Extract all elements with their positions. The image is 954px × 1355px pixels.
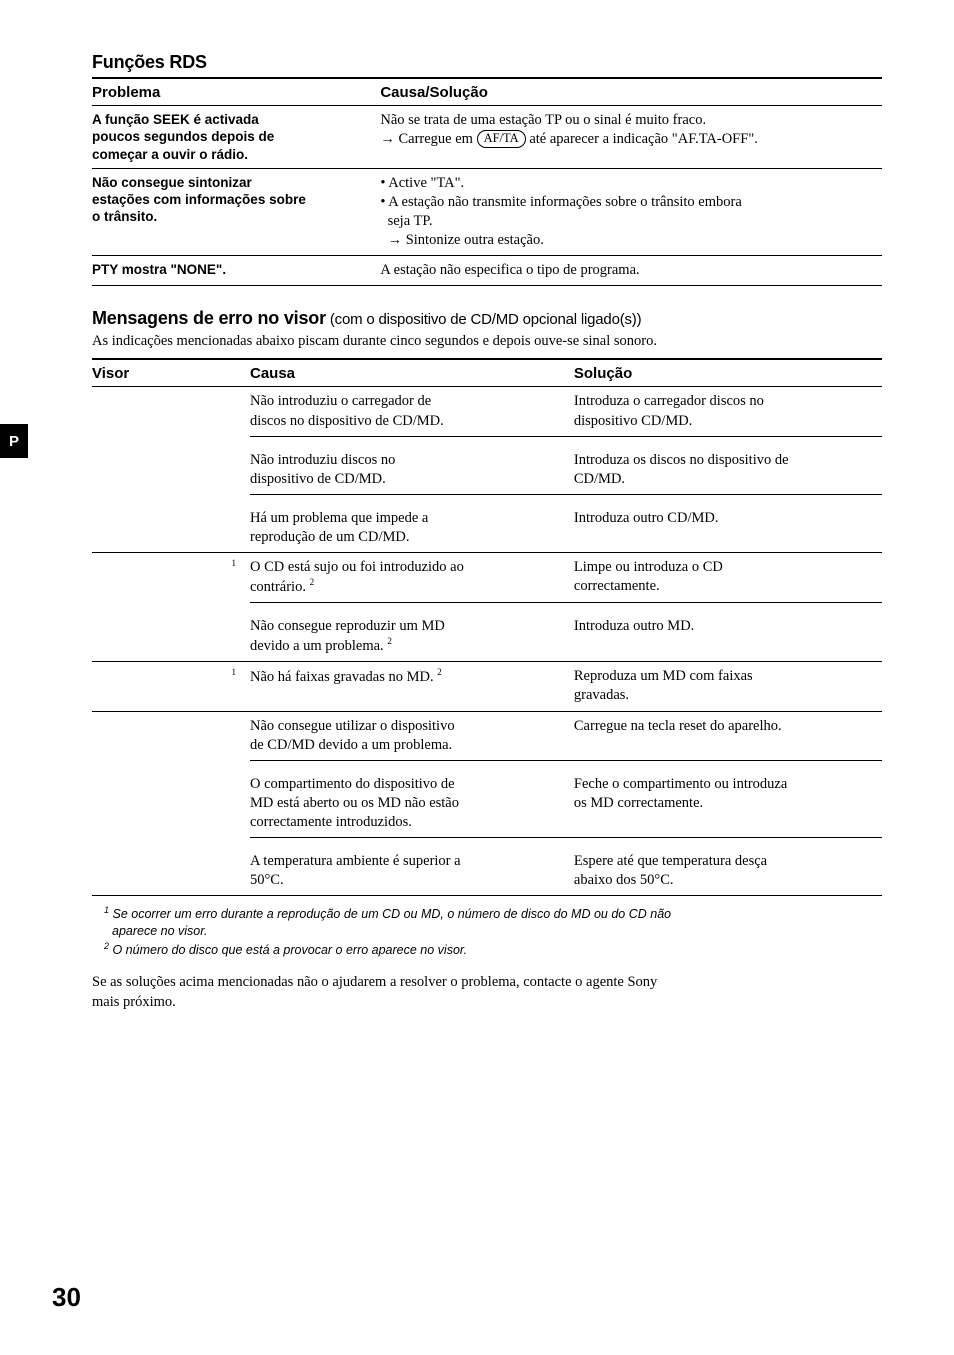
- cause-sup: 2: [437, 667, 442, 677]
- cause-text: O compartimento do dispositivo de: [250, 776, 455, 792]
- solution-text: CD/MD.: [574, 471, 625, 487]
- problem-text: estações com informações sobre: [92, 192, 306, 207]
- solution-text: Feche o compartimento ou introduza: [574, 776, 787, 792]
- table-row: Não introduziu o carregador de discos no …: [92, 387, 882, 435]
- solution-text: Reproduza um MD com faixas: [574, 668, 753, 684]
- table-row: 1 O CD está sujo ou foi introduzido ao co…: [92, 553, 882, 602]
- cause-text: Não introduziu o carregador de: [250, 393, 431, 409]
- cause-text: discos no dispositivo de CD/MD.: [250, 413, 444, 429]
- col-visor: Visor: [92, 360, 250, 386]
- cause-text: seja TP.: [388, 213, 433, 229]
- table-header-row: Visor Causa Solução: [92, 360, 882, 386]
- problem-text: poucos segundos depois de: [92, 129, 274, 144]
- solution-text: Introduza outro MD.: [574, 618, 694, 634]
- col-causa2: Causa: [250, 360, 574, 386]
- table-row: A função SEEK é activada poucos segundos…: [92, 106, 882, 168]
- cause-text: Não se trata de uma estação TP ou o sina…: [380, 112, 706, 128]
- table-row: Não introduziu discos no dispositivo de C…: [92, 446, 882, 494]
- problem-text: Não consegue sintonizar: [92, 175, 252, 190]
- table-errors: Visor Causa Solução Não introduziu o car…: [92, 360, 882, 896]
- solution-text: abaixo dos 50°C.: [574, 872, 674, 888]
- closing-text: mais próximo.: [92, 994, 176, 1010]
- closing-text: Se as soluções acima mencionadas não o a…: [92, 974, 657, 990]
- rule: [92, 285, 882, 286]
- solution-text: Limpe ou introduza o CD: [574, 559, 723, 575]
- cause-text: reprodução de um CD/MD.: [250, 529, 409, 545]
- cause-text: até aparecer a indicação "AF.TA-OFF".: [526, 131, 758, 147]
- table-rds: Problema Causa/Solução A função SEEK é a…: [92, 79, 882, 286]
- section1-title: Funções RDS: [92, 52, 882, 73]
- solution-text: gravadas.: [574, 687, 629, 703]
- problem-text: começar a ouvir o rádio.: [92, 147, 248, 162]
- table-row: Não consegue utilizar o dispositivo de CD…: [92, 712, 882, 760]
- footnote-text: Se ocorrer um erro durante a reprodução …: [109, 908, 671, 922]
- col-causa: Causa/Solução: [380, 79, 882, 105]
- cause-text: Não introduziu discos no: [250, 452, 395, 468]
- arrow-icon: →: [380, 131, 395, 147]
- cause-text: Carregue em: [395, 131, 477, 147]
- footnote-text: aparece no visor.: [112, 924, 207, 938]
- solution-text: correctamente.: [574, 578, 660, 594]
- table-row: PTY mostra "NONE". A estação não especif…: [92, 256, 882, 285]
- problem-text: PTY mostra "NONE".: [92, 262, 226, 277]
- cause-text: 50°C.: [250, 872, 284, 888]
- solution-text: Introduza o carregador discos no: [574, 393, 764, 409]
- table-row: Não consegue reproduzir um MD devido a um…: [92, 612, 882, 661]
- cause-text: MD está aberto ou os MD não estão: [250, 795, 459, 811]
- solution-text: Introduza os discos no dispositivo de: [574, 452, 789, 468]
- section2-title: Mensagens de erro no visor (com o dispos…: [92, 308, 882, 329]
- solution-text: Introduza outro CD/MD.: [574, 510, 719, 526]
- rule: [250, 837, 882, 838]
- table-row: 1 Não há faixas gravadas no MD. 2 Reprod…: [92, 662, 882, 710]
- footnotes: 1 Se ocorrer um erro durante a reproduçã…: [92, 904, 882, 959]
- section2-title-bold: Mensagens de erro no visor: [92, 308, 326, 328]
- table-row: Há um problema que impede a reprodução de…: [92, 504, 882, 552]
- table-row: A temperatura ambiente é superior a 50°C.…: [92, 847, 882, 895]
- rule: [250, 494, 882, 495]
- cause-text: Não há faixas gravadas no MD.: [250, 669, 437, 685]
- rule: [250, 760, 882, 761]
- cause-sup: 2: [387, 636, 392, 646]
- footnote-text: O número do disco que está a provocar o …: [109, 944, 467, 958]
- cause-text: de CD/MD devido a um problema.: [250, 737, 452, 753]
- closing-note: Se as soluções acima mencionadas não o a…: [92, 973, 882, 1012]
- rule: [250, 436, 882, 437]
- cause-text: • A estação não transmite informações so…: [380, 194, 741, 210]
- cause-text: Não consegue reproduzir um MD: [250, 618, 445, 634]
- cause-text: Não consegue utilizar o dispositivo: [250, 718, 455, 734]
- arrow-icon: →: [388, 232, 403, 248]
- section2-title-light: (com o dispositivo de CD/MD opcional lig…: [326, 311, 642, 328]
- solution-text: os MD correctamente.: [574, 795, 703, 811]
- cause-text: Sintonize outra estação.: [402, 232, 544, 248]
- solution-text: Espere até que temperatura desça: [574, 853, 767, 869]
- cause-text: O CD está sujo ou foi introduzido ao: [250, 559, 464, 575]
- solution-text: dispositivo CD/MD.: [574, 413, 692, 429]
- rule: [250, 602, 882, 603]
- table-header-row: Problema Causa/Solução: [92, 79, 882, 105]
- visor-sup: 1: [232, 558, 237, 568]
- cause-sup: 2: [310, 577, 315, 587]
- page-number: 30: [52, 1282, 81, 1313]
- cause-text: dispositivo de CD/MD.: [250, 471, 386, 487]
- problem-text: A função SEEK é activada: [92, 112, 259, 127]
- problem-text: o trânsito.: [92, 209, 157, 224]
- cause-text: devido a um problema.: [250, 638, 387, 654]
- keycap-afta: AF/TA: [477, 130, 526, 148]
- visor-sup: 1: [232, 667, 237, 677]
- cause-text: contrário.: [250, 579, 310, 595]
- cause-text: A estação não especifica o tipo de progr…: [380, 262, 639, 278]
- col-solucao: Solução: [574, 360, 882, 386]
- rule: [92, 895, 882, 896]
- cause-text: • Active "TA".: [380, 175, 464, 191]
- col-problema: Problema: [92, 79, 380, 105]
- cause-text: Há um problema que impede a: [250, 510, 428, 526]
- table-row: Não consegue sintonizar estações com inf…: [92, 169, 882, 256]
- section2-prenote: As indicações mencionadas abaixo piscam …: [92, 333, 882, 350]
- cause-text: A temperatura ambiente é superior a: [250, 853, 461, 869]
- table-row: O compartimento do dispositivo de MD está…: [92, 770, 882, 837]
- side-tab: P: [0, 424, 28, 458]
- solution-text: Carregue na tecla reset do aparelho.: [574, 718, 782, 734]
- cause-text: correctamente introduzidos.: [250, 814, 412, 830]
